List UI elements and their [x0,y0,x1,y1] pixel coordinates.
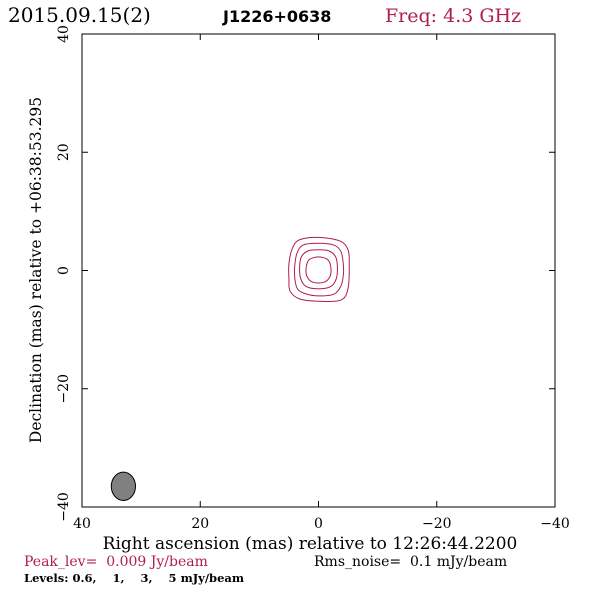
x-tick-label: −20 [422,516,452,532]
source-name: J1226+0638 [222,7,331,26]
peak-level: Peak_lev= 0.009 Jy/beam [24,554,208,570]
contour-level-3 [299,249,338,290]
y-tick-label: 20 [56,143,72,161]
y-axis-label: Declination (mas) relative to +06:38:53.… [27,97,45,443]
plot-frame [81,33,556,508]
x-tick-label: −40 [540,516,570,532]
x-tick-label: 20 [191,516,209,532]
rms-noise: Rms_noise= 0.1 mJy/beam [314,554,507,570]
observation-date: 2015.09.15(2) [8,3,151,27]
x-tick-labels: 40 20 0 −20 −40 [73,516,570,532]
y-tick-labels: −40 −20 0 20 40 [56,25,72,522]
y-tick-label: 40 [56,25,72,43]
x-tick-label: 40 [73,516,91,532]
beam-ellipse [110,471,137,501]
contour-level-1 [294,242,345,297]
y-tick-label: −40 [56,492,72,522]
x-tick-label: 0 [314,516,323,532]
contour-levels: Levels: 0.6, 1, 3, 5 mJy/beam [24,571,244,585]
contour-lines [288,236,350,303]
contour-level-5 [305,256,332,284]
y-tick-label: −20 [56,374,72,404]
x-axis-label: Right ascension (mas) relative to 12:26:… [103,534,518,554]
axis-ticks [81,33,556,508]
y-tick-label: 0 [56,266,72,275]
beam-ellipse-group [110,471,137,501]
contour-level-0-6 [288,236,350,303]
frequency-label: Freq: 4.3 GHz [385,5,521,27]
